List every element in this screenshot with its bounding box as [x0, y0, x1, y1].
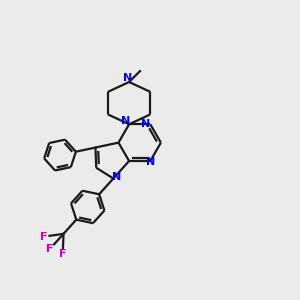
Text: F: F: [46, 244, 54, 254]
Text: N: N: [121, 116, 130, 126]
Text: F: F: [59, 249, 67, 259]
Text: N: N: [123, 74, 132, 83]
Text: N: N: [112, 172, 122, 182]
Text: F: F: [40, 232, 47, 242]
Text: N: N: [146, 158, 155, 167]
Text: N: N: [141, 119, 151, 129]
